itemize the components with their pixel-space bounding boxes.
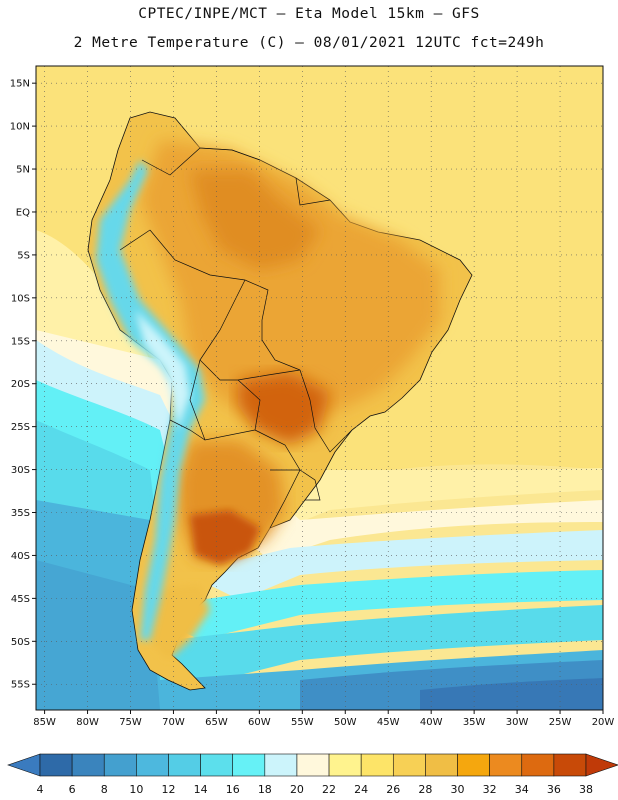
map-subtitle: 2 Metre Temperature (C) – 08/01/2021 12U… — [73, 35, 545, 51]
colorbar-swatch — [425, 753, 458, 777]
lon-tick-label: 60W — [248, 717, 271, 728]
lon-tick-label: 40W — [420, 717, 443, 728]
colorbar-high-arrow — [585, 753, 618, 777]
lat-tick-label: 25S — [11, 422, 30, 433]
colorbar-label: 32 — [483, 783, 497, 796]
lat-tick-label: 55S — [11, 680, 30, 691]
colorbar-label: 6 — [69, 783, 76, 796]
lon-tick-label: 75W — [119, 717, 142, 728]
lat-tick-label: 35S — [11, 508, 30, 519]
lat-tick-label: 20S — [11, 379, 30, 390]
colorbar-swatch — [360, 753, 394, 777]
map-title: CPTEC/INPE/MCT – Eta Model 15km – GFS — [138, 6, 480, 22]
colorbar-swatch — [264, 753, 298, 777]
colorbar-swatch — [296, 753, 330, 777]
field-layer — [36, 66, 603, 710]
lon-tick-label: 50W — [334, 717, 357, 728]
lon-tick-label: 30W — [506, 717, 529, 728]
colorbar-swatch — [328, 753, 362, 777]
colorbar-swatch — [200, 753, 234, 777]
colorbar-label: 38 — [579, 783, 593, 796]
colorbar-low-arrow — [7, 753, 41, 777]
colorbar-swatch — [521, 753, 555, 777]
andes-snow — [135, 310, 190, 430]
lon-tick-label: 45W — [377, 717, 400, 728]
colorbar-label: 30 — [451, 783, 465, 796]
lon-tick-label: 25W — [549, 717, 572, 728]
andes-cold — [96, 160, 205, 640]
lat-tick-label: 5N — [16, 165, 30, 176]
ocean-band-12 — [36, 560, 160, 710]
lat-tick-label: 5S — [17, 250, 30, 261]
colorbar-label: 26 — [386, 783, 400, 796]
hot-core-patagonia — [190, 510, 260, 565]
lon-tick-label: 20W — [592, 717, 615, 728]
colorbar-swatch — [168, 753, 201, 777]
colorbar-label: 12 — [161, 783, 175, 796]
lat-tick-label: 30S — [11, 465, 30, 476]
colorbar-swatch — [103, 753, 137, 777]
colorbar-swatch — [136, 753, 169, 777]
ocean-band-8 — [420, 678, 603, 710]
ocean-band-16 — [36, 420, 603, 690]
lat-tick-label: 10S — [11, 293, 30, 304]
colorbar-swatch — [553, 753, 587, 777]
colorbar-swatch — [457, 753, 490, 777]
hot-core-amazon — [190, 170, 320, 270]
lon-tick-label: 65W — [205, 717, 228, 728]
south-patagonia — [150, 585, 210, 660]
colorbar-label: 10 — [129, 783, 143, 796]
colorbar-label: 28 — [418, 783, 432, 796]
colorbar: 4 6 8 10 12 14 16 18 20 22 24 26 28 30 32 34 36 38 — [7, 753, 618, 796]
colorbar-label: 4 — [37, 783, 44, 796]
lat-tick-label: 15S — [11, 336, 30, 347]
lat-tick-label: 10N — [10, 122, 30, 133]
colorbar-label: 8 — [101, 783, 108, 796]
colorbar-label: 34 — [515, 783, 529, 796]
colorbar-swatch — [489, 753, 523, 777]
colorbar-swatch — [392, 753, 426, 777]
colorbar-label: 22 — [322, 783, 336, 796]
lon-tick-label: 55W — [291, 717, 314, 728]
lat-tick-label: EQ — [16, 207, 30, 218]
lon-tick-label: 35W — [463, 717, 486, 728]
colorbar-label: 18 — [258, 783, 272, 796]
colorbar-label: 14 — [194, 783, 208, 796]
lat-tick-label: 50S — [11, 637, 30, 648]
colorbar-label: 24 — [354, 783, 368, 796]
colorbar-label: 16 — [226, 783, 240, 796]
lon-tick-label: 80W — [76, 717, 99, 728]
colorbar-label: 20 — [290, 783, 304, 796]
lat-tick-label: 40S — [11, 551, 30, 562]
lon-tick-label: 70W — [162, 717, 185, 728]
country-borders — [119, 147, 353, 529]
colorbar-label: 36 — [547, 783, 561, 796]
lat-tick-label: 15N — [10, 79, 30, 90]
lon-tick-label: 85W — [33, 717, 56, 728]
map-frame — [35, 65, 604, 711]
longitude-labels: 85W 80W 75W 70W 65W 60W 55W 50W 45W 40W 35W 30W 25W 2… — [33, 710, 614, 728]
latitude-labels: 15N 10N 5N EQ 5S 10S 15S 20S 25S 30S 35S 40S 45S 50S 5… — [10, 79, 36, 691]
colorbar-swatch — [39, 753, 73, 777]
lat-tick-label: 45S — [11, 594, 30, 605]
colorbar-swatch — [232, 753, 266, 777]
colorbar-swatch — [71, 753, 105, 777]
